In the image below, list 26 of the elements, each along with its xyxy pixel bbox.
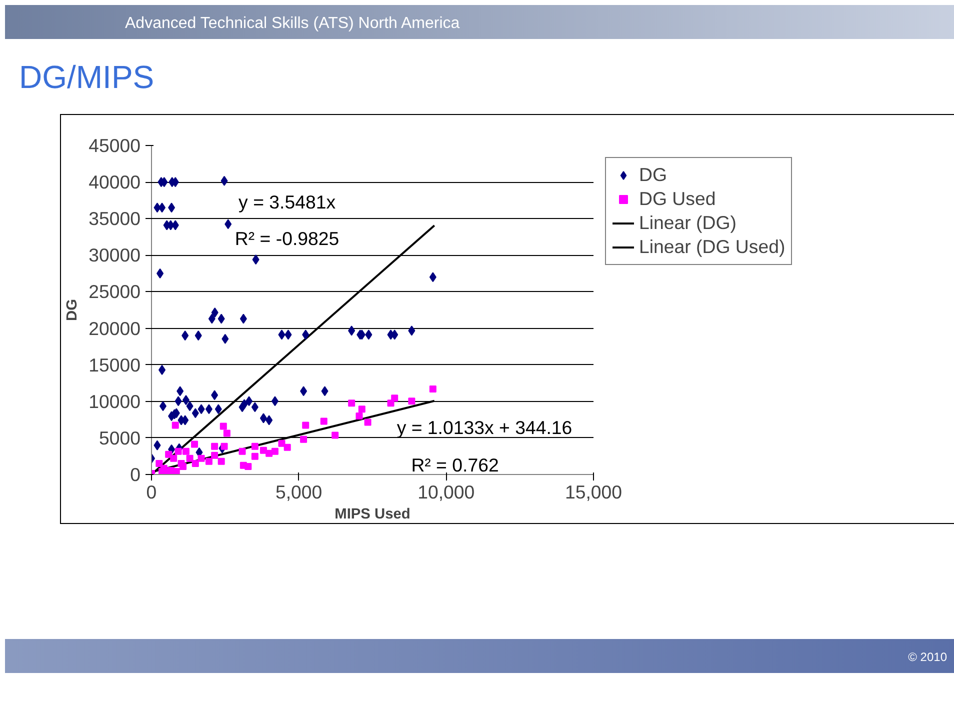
annotation: y = 3.5481x (238, 191, 336, 212)
chart-subtitle: Advanced Technical Skills (ATS) North America (125, 14, 460, 34)
y-axis-title: DG (64, 299, 81, 321)
x-tick-label: 10,000 (418, 482, 475, 502)
chart-title: DG/MIPS (19, 58, 154, 97)
legend-label: Linear (DG Used) (639, 236, 786, 258)
legend-label: DG Used (639, 188, 716, 210)
x-tick-label: 5,000 (275, 482, 322, 502)
y-tick-label: 20000 (88, 318, 141, 339)
y-tick-label: 10000 (88, 390, 141, 412)
y-tick-label: 5000 (98, 427, 141, 448)
y-tick-label: 15000 (88, 354, 141, 376)
annotation: R² = 0.762 (411, 454, 499, 476)
x-axis-title: MIPS Used (334, 506, 410, 522)
y-tick-label: 30000 (88, 244, 141, 266)
x-tick-label: 15,000 (564, 482, 622, 502)
annotation: R² = -0.9825 (234, 228, 340, 249)
x-tick-label: 0 (146, 482, 157, 502)
y-tick-label: 45000 (88, 135, 141, 156)
y-tick-label: 25000 (88, 281, 141, 302)
legend-label: DG (639, 164, 667, 186)
text: © 2010 (908, 649, 947, 666)
legend-label: Linear (DG) (639, 212, 736, 234)
y-tick-label: 40000 (88, 172, 141, 193)
y-tick-label: 0 (130, 464, 141, 485)
y-tick-label: 35000 (88, 208, 141, 230)
